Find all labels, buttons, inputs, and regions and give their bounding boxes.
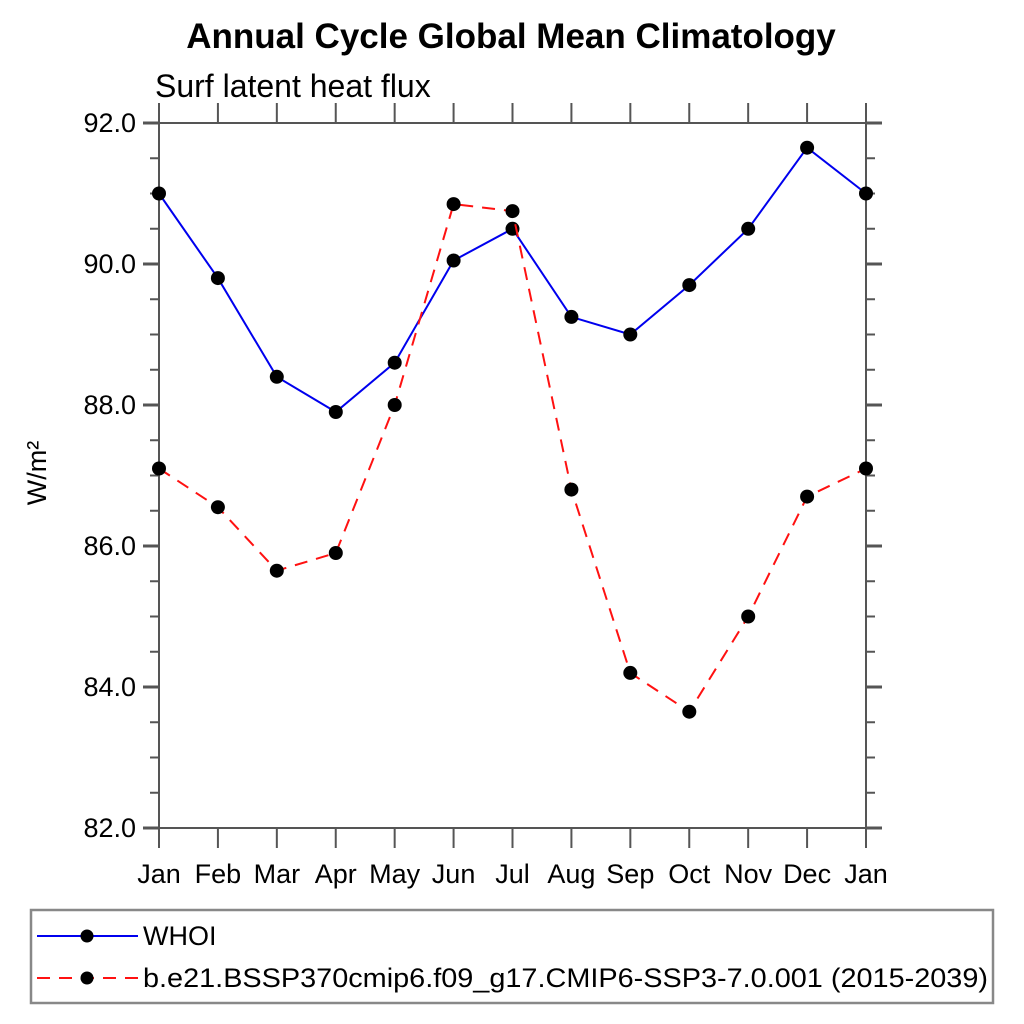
- x-tick-label: Jan: [844, 859, 888, 889]
- x-tick-label: Oct: [668, 859, 711, 889]
- data-point: [210, 271, 225, 286]
- data-point: [623, 665, 638, 680]
- x-tick-label: Dec: [783, 859, 831, 889]
- x-tick-labels: Jan Feb Mar Apr May Jun Jul Aug Sep Oct Nov Dec Jan: [137, 859, 888, 889]
- series-line-0: [158, 146, 867, 414]
- data-point: [328, 546, 343, 560]
- data-point: [564, 482, 579, 497]
- data-point: [446, 253, 461, 268]
- legend-marker-whoi: [80, 929, 94, 943]
- x-tick-label: Sep: [606, 859, 654, 889]
- data-point: [505, 204, 520, 219]
- legend-marker-model: [80, 971, 94, 985]
- legend-entry-model: b.e21.BSSP370cmip6.f09_g17.CMIP6-SSP3-7.…: [37, 963, 988, 993]
- x-tick-label: Aug: [547, 859, 595, 889]
- data-point: [859, 461, 873, 476]
- x-tick-label: Jan: [137, 859, 181, 889]
- chart-title: Annual Cycle Global Mean Climatology: [186, 17, 836, 56]
- y-tick-label: 82.0: [83, 813, 136, 843]
- legend: WHOI b.e21.BSSP370cmip6.f09_g17.CMIP6-SS…: [29, 908, 995, 1005]
- data-point: [741, 221, 756, 236]
- x-tick-label: Jun: [432, 859, 476, 889]
- data-point: [269, 563, 284, 578]
- data-point: [387, 355, 402, 370]
- data-point: [446, 197, 461, 212]
- legend-label-model: b.e21.BSSP370cmip6.f09_g17.CMIP6-SSP3-7.…: [143, 963, 988, 993]
- x-tick-label: Apr: [315, 859, 357, 889]
- data-point: [152, 186, 166, 201]
- y-tick-label: 86.0: [83, 531, 136, 561]
- data-point: [800, 140, 815, 155]
- data-point: [152, 461, 166, 476]
- y-tick-label: 92.0: [83, 108, 136, 138]
- data-point: [623, 327, 638, 342]
- data-point: [800, 489, 815, 504]
- data-point: [328, 405, 343, 419]
- data-point: [387, 398, 402, 412]
- series-line-1: [158, 203, 867, 714]
- data-series: [152, 140, 873, 719]
- y-tick-label: 90.0: [83, 249, 136, 279]
- y-tick-label: 84.0: [83, 672, 136, 702]
- data-point: [682, 704, 697, 719]
- x-tick-label: Feb: [195, 859, 242, 889]
- legend-entry-whoi: WHOI: [37, 921, 217, 951]
- x-tick-label: Mar: [254, 859, 301, 889]
- chart-subtitle: Surf latent heat flux: [155, 68, 431, 104]
- x-tick-label: May: [369, 859, 421, 889]
- legend-box: [29, 908, 995, 1005]
- legend-label-whoi: WHOI: [143, 921, 217, 951]
- data-point: [269, 369, 284, 384]
- x-tick-label: Jul: [495, 859, 530, 889]
- y-tick-label: 88.0: [83, 390, 136, 420]
- data-point: [741, 609, 756, 624]
- data-point: [210, 500, 225, 515]
- y-tick-labels: 92.0 90.0 88.0 86.0 84.0 82.0: [83, 108, 136, 843]
- x-tick-label: Nov: [724, 859, 773, 889]
- data-point: [859, 186, 873, 201]
- y-axis-label: W/m²: [22, 441, 52, 505]
- data-point: [564, 309, 579, 324]
- data-point: [682, 278, 697, 293]
